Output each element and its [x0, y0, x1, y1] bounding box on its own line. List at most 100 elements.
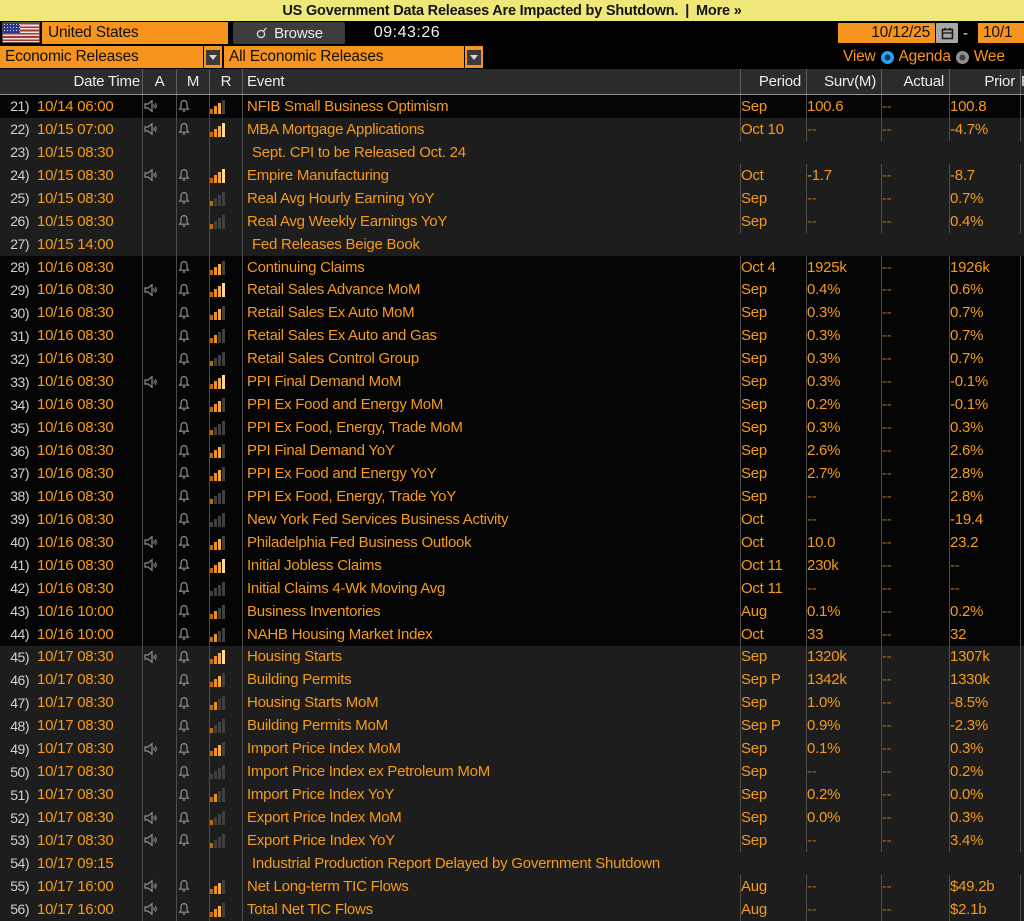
- browse-button[interactable]: Browse: [233, 22, 345, 44]
- view-week-label[interactable]: Wee: [973, 48, 1005, 65]
- table-row[interactable]: 49) 10/17 08:30 Import Price Index MoM Sep 0…: [0, 737, 1024, 761]
- relevance-bars-icon[interactable]: [210, 168, 225, 183]
- relevance-bars-icon[interactable]: [210, 397, 225, 413]
- table-row[interactable]: 54) 10/17 09:15 Industrial Production Repo…: [0, 851, 1024, 875]
- header-alert[interactable]: A: [142, 69, 176, 94]
- table-row[interactable]: 31) 10/16 08:30 Retail Sales Ex Auto and G…: [0, 324, 1024, 348]
- relevance-bars-icon[interactable]: [210, 604, 225, 619]
- table-row[interactable]: 39) 10/16 08:30 New York Fed Services Busi…: [0, 507, 1024, 531]
- relevance-bars-icon[interactable]: [210, 535, 225, 550]
- bell-icon[interactable]: [177, 696, 191, 710]
- header-actual[interactable]: Actual: [881, 69, 949, 94]
- speaker-icon[interactable]: [143, 811, 158, 825]
- header-relevance[interactable]: R: [209, 69, 242, 94]
- relevance-bars-icon[interactable]: [210, 443, 225, 459]
- header-date-time[interactable]: Date Time: [73, 73, 140, 90]
- table-row[interactable]: 21) 10/14 06:00 NFIB Small Business Optimi…: [0, 95, 1024, 118]
- relevance-bars-icon[interactable]: [210, 282, 225, 298]
- bell-icon[interactable]: [177, 833, 191, 847]
- table-row[interactable]: 47) 10/17 08:30 Housing Starts MoM Sep 1.0% -…: [0, 691, 1024, 715]
- table-row[interactable]: 41) 10/16 08:30 Initial Jobless Claims Oct …: [0, 553, 1024, 577]
- table-row[interactable]: 43) 10/16 10:00 Business Inventories Aug 0.1…: [0, 599, 1024, 623]
- bell-icon[interactable]: [177, 581, 191, 595]
- subcategory-dropdown[interactable]: All Economic Releases: [224, 46, 464, 68]
- relevance-bars-icon[interactable]: [210, 787, 225, 803]
- bell-icon[interactable]: [177, 902, 191, 916]
- bell-icon[interactable]: [177, 122, 191, 136]
- view-agenda-radio[interactable]: [880, 50, 894, 64]
- relevance-bars-icon[interactable]: [210, 879, 225, 894]
- table-row[interactable]: 33) 10/16 08:30 PPI Final Demand MoM Sep 0.3…: [0, 370, 1024, 394]
- bell-icon[interactable]: [177, 260, 191, 274]
- bell-icon[interactable]: [177, 719, 191, 733]
- relevance-bars-icon[interactable]: [210, 122, 225, 137]
- relevance-bars-icon[interactable]: [210, 672, 225, 688]
- bell-icon[interactable]: [177, 99, 191, 113]
- bell-icon[interactable]: [177, 742, 191, 756]
- speaker-icon[interactable]: [143, 742, 158, 756]
- bell-icon[interactable]: [177, 535, 191, 549]
- table-row[interactable]: 26) 10/15 08:30 Real Avg Weekly Earnings Y…: [0, 209, 1024, 233]
- table-row[interactable]: 45) 10/17 08:30 Housing Starts Sep 1320k -- 13…: [0, 645, 1024, 669]
- table-row[interactable]: 42) 10/16 08:30 Initial Claims 4-Wk Moving…: [0, 576, 1024, 600]
- bell-icon[interactable]: [177, 306, 191, 320]
- speaker-icon[interactable]: [143, 558, 158, 572]
- relevance-bars-icon[interactable]: [210, 810, 225, 826]
- table-row[interactable]: 37) 10/16 08:30 PPI Ex Food and Energy YoY…: [0, 462, 1024, 485]
- bell-icon[interactable]: [177, 191, 191, 205]
- table-row[interactable]: 24) 10/15 08:30 Empire Manufacturing Oct -1.…: [0, 163, 1024, 187]
- table-row[interactable]: 52) 10/17 08:30 Export Price Index MoM Sep 0…: [0, 806, 1024, 829]
- relevance-bars-icon[interactable]: [210, 466, 225, 481]
- bell-icon[interactable]: [177, 650, 191, 664]
- category-dropdown[interactable]: Economic Releases: [0, 46, 203, 68]
- table-row[interactable]: 40) 10/16 08:30 Philadelphia Fed Business …: [0, 530, 1024, 554]
- banner-more-link[interactable]: More »: [696, 2, 742, 19]
- relevance-bars-icon[interactable]: [210, 627, 225, 642]
- view-agenda-label[interactable]: Agenda: [898, 48, 951, 65]
- header-survey[interactable]: Surv(M): [806, 69, 881, 94]
- table-row[interactable]: 30) 10/16 08:30 Retail Sales Ex Auto MoM Se…: [0, 301, 1024, 325]
- bell-icon[interactable]: [177, 214, 191, 228]
- table-row[interactable]: 28) 10/16 08:30 Continuing Claims Oct 4 1925…: [0, 255, 1024, 279]
- bell-icon[interactable]: [177, 168, 191, 182]
- relevance-bars-icon[interactable]: [210, 191, 225, 206]
- table-row[interactable]: 56) 10/17 16:00 Total Net TIC Flows Aug -- --…: [0, 897, 1024, 921]
- speaker-icon[interactable]: [143, 650, 158, 664]
- relevance-bars-icon[interactable]: [210, 305, 225, 321]
- header-event[interactable]: Event: [242, 69, 740, 94]
- bell-icon[interactable]: [177, 329, 191, 343]
- subcategory-dropdown-arrow[interactable]: [465, 46, 483, 68]
- relevance-bars-icon[interactable]: [210, 741, 225, 757]
- table-row[interactable]: 50) 10/17 08:30 Import Price Index ex Petr…: [0, 760, 1024, 784]
- speaker-icon[interactable]: [143, 902, 158, 916]
- bell-icon[interactable]: [177, 558, 191, 572]
- table-row[interactable]: 29) 10/16 08:30 Retail Sales Advance MoM Se…: [0, 278, 1024, 302]
- header-monitor[interactable]: M: [176, 69, 209, 94]
- relevance-bars-icon[interactable]: [210, 260, 225, 275]
- relevance-bars-icon[interactable]: [210, 833, 225, 848]
- bell-icon[interactable]: [177, 398, 191, 412]
- bell-icon[interactable]: [177, 879, 191, 893]
- speaker-icon[interactable]: [143, 122, 158, 136]
- table-row[interactable]: 35) 10/16 08:30 PPI Ex Food, Energy, Trade…: [0, 416, 1024, 440]
- relevance-bars-icon[interactable]: [210, 512, 225, 527]
- speaker-icon[interactable]: [143, 375, 158, 389]
- table-row[interactable]: 38) 10/16 08:30 PPI Ex Food, Energy, Trade…: [0, 484, 1024, 508]
- relevance-bars-icon[interactable]: [210, 99, 225, 114]
- relevance-bars-icon[interactable]: [210, 695, 225, 711]
- relevance-bars-icon[interactable]: [210, 420, 225, 436]
- relevance-bars-icon[interactable]: [210, 214, 225, 229]
- bell-icon[interactable]: [177, 466, 191, 480]
- relevance-bars-icon[interactable]: [210, 328, 225, 344]
- relevance-bars-icon[interactable]: [210, 581, 225, 596]
- bell-icon[interactable]: [177, 283, 191, 297]
- bell-icon[interactable]: [177, 489, 191, 503]
- date-from-field[interactable]: 10/12/25: [838, 23, 935, 43]
- calendar-button[interactable]: [936, 23, 958, 43]
- category-dropdown-arrow[interactable]: [204, 46, 222, 68]
- speaker-icon[interactable]: [143, 535, 158, 549]
- bell-icon[interactable]: [177, 421, 191, 435]
- header-revised-clipped[interactable]: R: [1020, 69, 1024, 94]
- relevance-bars-icon[interactable]: [210, 489, 225, 504]
